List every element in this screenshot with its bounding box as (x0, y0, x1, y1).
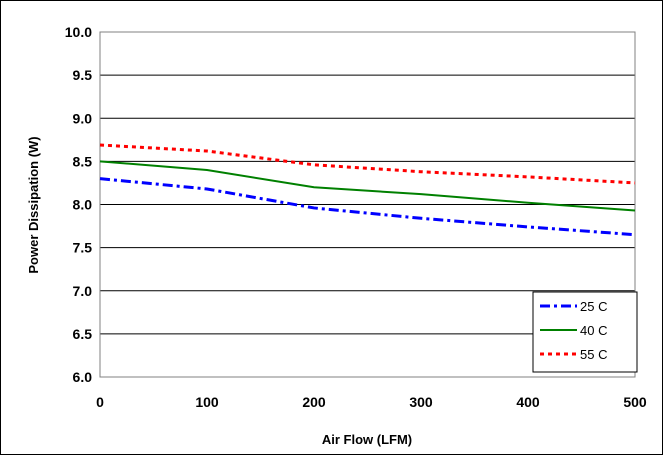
x-tick-label: 200 (302, 394, 326, 410)
series-line-55-c (99, 143, 636, 185)
y-tick-label: 7.0 (73, 283, 93, 299)
axis-ticks: 6.0 6.5 7.0 7.5 8.0 8.5 9.0 9.5 10.0 0 100 200 300 40… (65, 24, 647, 410)
y-tick-label: 9.5 (73, 67, 93, 83)
plot-area (99, 31, 636, 378)
x-tick-label: 300 (409, 394, 433, 410)
y-tick-label: 10.0 (65, 24, 92, 40)
legend-label: 40 C (580, 323, 607, 338)
x-axis-title: Air Flow (LFM) (322, 432, 412, 447)
y-axis-title: Power Dissipation (W) (26, 136, 41, 273)
series-lines (99, 143, 636, 237)
x-tick-label: 100 (195, 394, 219, 410)
y-tick-label: 7.5 (73, 240, 93, 256)
y-tick-label: 6.5 (73, 326, 93, 342)
x-tick-label: 400 (516, 394, 540, 410)
legend-label: 25 C (580, 299, 607, 314)
series-line-25-c (99, 177, 636, 237)
series-line-40-c (99, 160, 636, 212)
legend-box (532, 291, 638, 373)
y-tick-label: 8.5 (73, 153, 93, 169)
x-tick-label: 500 (623, 394, 647, 410)
y-tick-label: 8.0 (73, 197, 93, 213)
y-tick-label: 6.0 (73, 369, 93, 385)
y-tick-label: 9.0 (73, 110, 93, 126)
x-tick-label: 0 (96, 394, 104, 410)
legend-label: 55 C (580, 347, 607, 362)
legend: 25 C 40 C 55 C (532, 291, 638, 373)
